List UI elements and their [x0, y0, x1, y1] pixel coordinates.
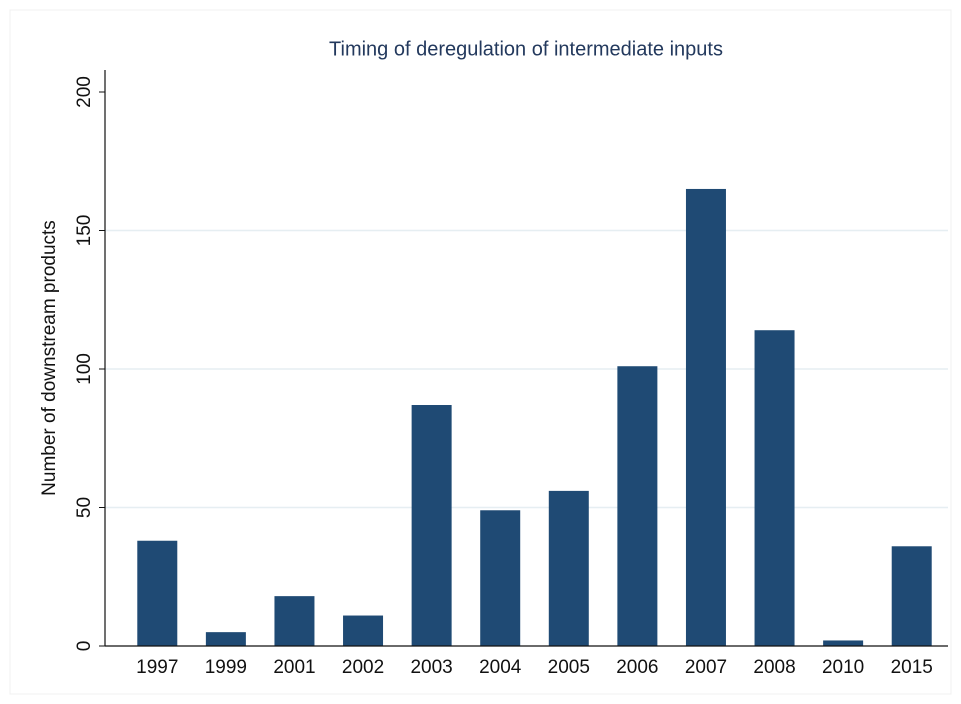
- y-tick-label: 200: [74, 76, 95, 108]
- x-tick-label: 2001: [273, 657, 315, 678]
- x-tick-label: 2002: [342, 657, 384, 678]
- x-tick-label: 2005: [548, 657, 590, 678]
- x-tick-label: 2015: [891, 657, 933, 678]
- y-tick-label: 150: [74, 215, 95, 247]
- x-tick-label: 2008: [753, 657, 795, 678]
- y-tick-label: 50: [74, 497, 95, 518]
- x-tick-label: 1999: [205, 657, 247, 678]
- x-tick-label: 1997: [136, 657, 178, 678]
- bar: [274, 596, 315, 646]
- bar: [548, 490, 589, 646]
- bar: [480, 510, 521, 646]
- bar: [343, 615, 384, 646]
- x-tick-label: 2007: [685, 657, 727, 678]
- bar: [754, 330, 795, 646]
- bar: [891, 546, 932, 646]
- bar: [205, 632, 246, 646]
- y-tick-label: 0: [74, 641, 95, 652]
- y-axis-label: Number of downstream products: [39, 220, 60, 496]
- bar: [617, 366, 658, 646]
- bar: [411, 405, 452, 646]
- bar: [823, 640, 864, 646]
- y-tick-label: 100: [74, 353, 95, 385]
- x-tick-label: 2004: [479, 657, 522, 678]
- x-tick-label: 2006: [616, 657, 658, 678]
- bar: [685, 188, 726, 646]
- chart-title: Timing of deregulation of intermediate i…: [329, 38, 723, 60]
- x-tick-label: 2003: [410, 657, 452, 678]
- x-tick-label: 2010: [822, 657, 864, 678]
- bar: [137, 540, 178, 646]
